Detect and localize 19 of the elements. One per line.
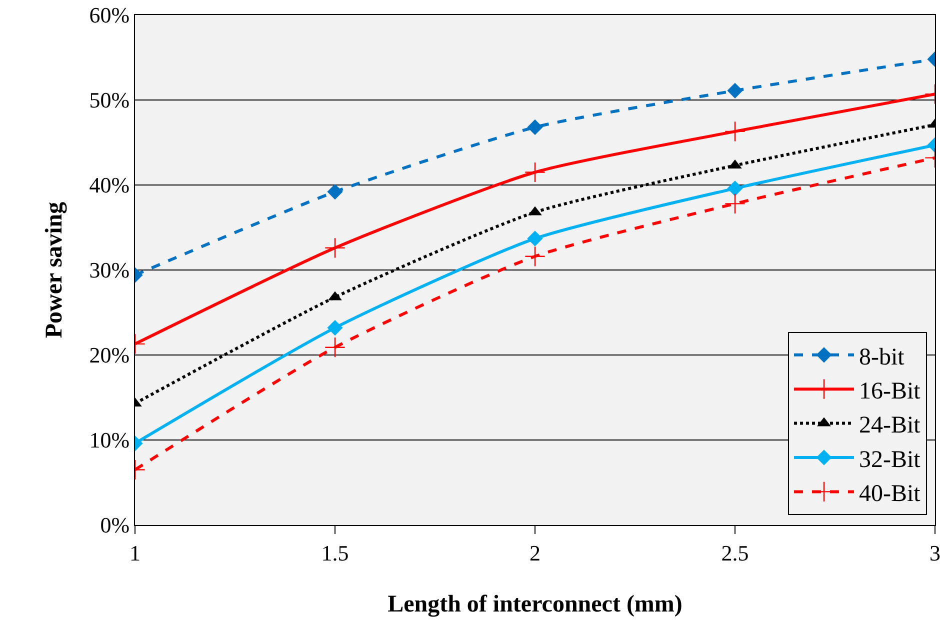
x-tick-label: 1	[130, 540, 140, 566]
legend-label: 32-Bit	[859, 446, 921, 473]
x-axis-title: Length of interconnect (mm)	[388, 592, 682, 618]
legend-label: 40-Bit	[859, 481, 921, 508]
y-tick-label: 50%	[89, 88, 130, 113]
legend-label: 8-bit	[859, 344, 905, 370]
y-tick-label: 0%	[100, 512, 130, 538]
y-tick-label: 40%	[89, 172, 130, 198]
legend-label: 16-Bit	[859, 378, 921, 404]
y-tick-label: 10%	[89, 428, 130, 453]
x-tick-label: 3	[930, 540, 940, 566]
legend-label: 24-Bit	[859, 412, 921, 439]
y-tick-label: 20%	[89, 342, 130, 368]
x-tick-label: 2	[530, 540, 540, 566]
x-tick-label: 2.5	[721, 540, 749, 566]
y-tick-label: 60%	[89, 2, 130, 28]
y-tick-label: 30%	[89, 258, 130, 283]
x-tick-label: 1.5	[321, 540, 349, 566]
y-axis-title: Power saving	[41, 202, 68, 338]
